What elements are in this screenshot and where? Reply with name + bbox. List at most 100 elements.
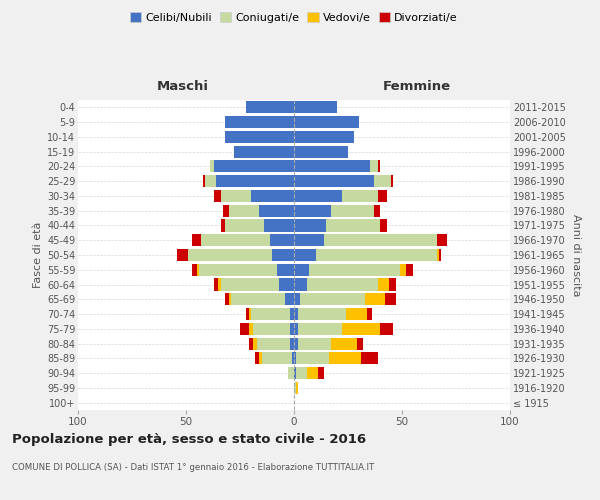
Bar [367,308,372,320]
Bar [341,190,378,202]
Bar [378,160,380,172]
Bar [329,352,361,364]
Bar [290,338,294,349]
Bar [259,204,294,217]
Bar [218,278,221,290]
Bar [406,264,413,276]
Text: Femmine: Femmine [383,80,451,92]
Bar [294,382,296,394]
Y-axis label: Fasce di età: Fasce di età [32,222,43,288]
Bar [389,278,395,290]
Bar [259,352,262,364]
Text: Popolazione per età, sesso e stato civile - 2016: Popolazione per età, sesso e stato civil… [12,432,366,446]
Bar [294,234,324,246]
Bar [294,116,359,128]
Bar [294,278,307,290]
Legend: Celibi/Nubili, Coniugati/e, Vedovi/e, Divorziati/e: Celibi/Nubili, Coniugati/e, Vedovi/e, Di… [126,8,462,28]
Bar [253,323,290,335]
Bar [298,323,341,335]
Bar [262,352,292,364]
Bar [437,234,448,246]
Bar [248,308,251,320]
Bar [216,175,294,187]
Bar [294,338,298,349]
Bar [287,367,294,379]
Bar [374,204,380,217]
Bar [197,264,199,276]
Y-axis label: Anni di nascita: Anni di nascita [571,214,581,296]
Bar [232,293,286,306]
Bar [331,338,356,349]
Bar [247,102,294,114]
Bar [229,293,232,306]
Bar [365,293,385,306]
Bar [205,175,216,187]
Bar [203,175,205,187]
Bar [346,308,367,320]
Bar [378,278,389,290]
Bar [214,160,294,172]
Bar [298,308,346,320]
Bar [341,323,380,335]
Bar [201,234,270,246]
Bar [294,352,296,364]
Bar [255,352,259,364]
Bar [221,278,279,290]
Bar [290,308,294,320]
Bar [309,264,400,276]
Bar [307,367,318,379]
Bar [294,131,355,143]
Bar [248,338,253,349]
Bar [264,220,294,232]
Bar [318,367,324,379]
Bar [277,264,294,276]
Bar [296,382,298,394]
Bar [223,204,229,217]
Bar [439,249,441,261]
Bar [214,278,218,290]
Bar [247,308,248,320]
Bar [193,264,197,276]
Bar [272,249,294,261]
Bar [361,352,378,364]
Bar [378,190,387,202]
Bar [294,102,337,114]
Bar [301,293,365,306]
Bar [290,323,294,335]
Bar [240,323,248,335]
Bar [294,367,296,379]
Bar [296,352,329,364]
Bar [294,175,374,187]
Bar [248,323,253,335]
Bar [286,293,294,306]
Bar [210,160,214,172]
Bar [229,204,259,217]
Bar [294,308,298,320]
Bar [225,116,294,128]
Bar [326,220,380,232]
Bar [437,249,439,261]
Bar [294,220,326,232]
Bar [221,190,251,202]
Bar [199,264,277,276]
Bar [380,323,394,335]
Bar [296,367,307,379]
Bar [225,131,294,143]
Bar [374,175,391,187]
Bar [391,175,394,187]
Bar [214,190,221,202]
Bar [270,234,294,246]
Bar [298,338,331,349]
Bar [257,338,290,349]
Bar [385,293,395,306]
Text: Maschi: Maschi [157,80,209,92]
Bar [221,220,225,232]
Bar [331,204,374,217]
Bar [279,278,294,290]
Bar [294,204,331,217]
Bar [356,338,363,349]
Bar [324,234,437,246]
Bar [294,146,348,158]
Bar [400,264,406,276]
Bar [225,293,229,306]
